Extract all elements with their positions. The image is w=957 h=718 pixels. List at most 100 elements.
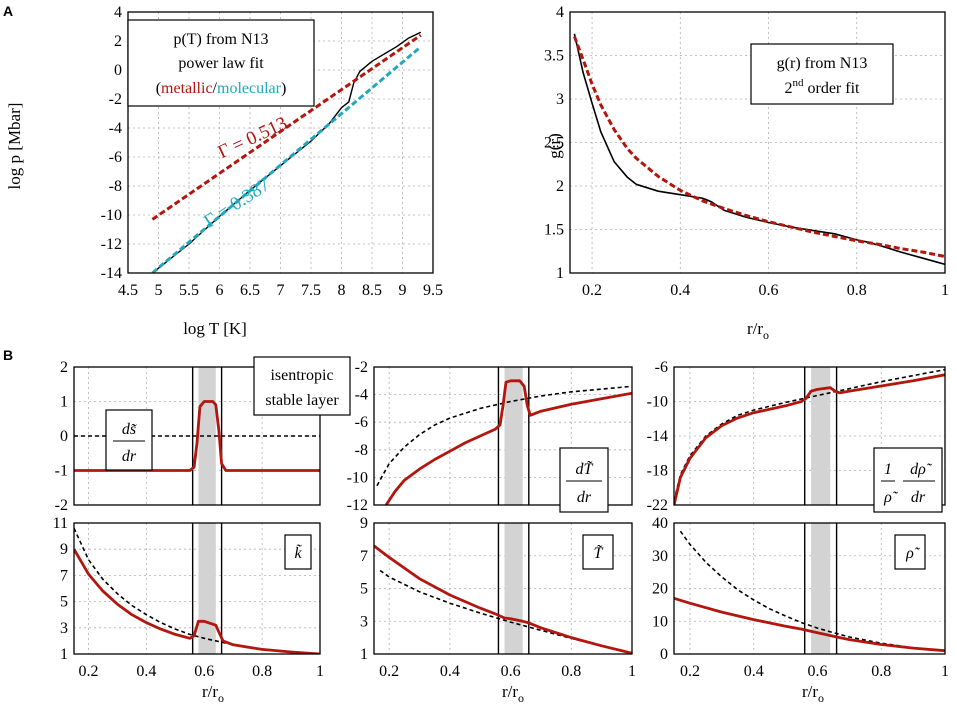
y-tick-label: -1 bbox=[55, 463, 68, 480]
y-tick-label: -10 bbox=[101, 207, 122, 224]
y-tick-label: -10 bbox=[647, 394, 668, 411]
series-p-t-from-n13 bbox=[151, 31, 422, 273]
x-tick-label: 0.6 bbox=[194, 663, 214, 680]
series-stable-layer bbox=[674, 596, 945, 653]
stable-layer-shading bbox=[504, 523, 523, 654]
y-tick-label: -6 bbox=[655, 359, 668, 376]
svg-text:dT̃: dT̃ bbox=[576, 460, 594, 478]
y-tick-label: 5 bbox=[360, 581, 368, 598]
y-tick-label: 1 bbox=[360, 646, 368, 663]
b6-quantity-label: ρ̃ bbox=[894, 534, 926, 570]
x-tick-label: 0.6 bbox=[759, 282, 779, 299]
y-tick-label: -2 bbox=[55, 497, 68, 514]
legend-molecular: molecular bbox=[217, 80, 282, 97]
x-tick-label: 0.8 bbox=[871, 663, 891, 680]
y-tick-label: 2 bbox=[556, 178, 564, 195]
stable-layer-shading bbox=[504, 367, 523, 505]
y-tick-label: -14 bbox=[101, 265, 122, 282]
y-tick-label: -6 bbox=[109, 149, 122, 166]
x-tick-label: 1 bbox=[941, 663, 949, 680]
x-tick-label: 0.8 bbox=[561, 663, 581, 680]
y-tick-label: 3.5 bbox=[544, 48, 564, 65]
x-tick-label: 0.2 bbox=[680, 663, 700, 680]
y-tick-label: 4 bbox=[114, 4, 122, 21]
x-tick-label: 0.4 bbox=[136, 663, 156, 680]
y-tick-label: -8 bbox=[109, 178, 122, 195]
b3-quantity-label: 1 ρ̃ dρ̃ dr bbox=[873, 447, 943, 513]
panel-label-b: B bbox=[3, 347, 13, 363]
a2-y-axis-title: g(r) bbox=[545, 133, 564, 158]
plot-frame bbox=[373, 366, 633, 506]
y-tick-label: 30 bbox=[652, 548, 668, 565]
svg-text:T̃: T̃ bbox=[594, 544, 604, 562]
y-tick-label: 2.5 bbox=[544, 135, 564, 152]
y-tick-label: 1 bbox=[60, 646, 68, 663]
b-legend-isentropic: isentropic bbox=[270, 367, 333, 384]
x-tick-label: 1 bbox=[316, 663, 324, 680]
y-tick-label: -8 bbox=[355, 442, 368, 459]
a1-legend-line2: power law fit bbox=[178, 55, 264, 72]
b6-x-axis-title: r/ro bbox=[802, 682, 824, 705]
plot-b4-conductivity: 1 3 5 7 9 11 0.2 0.4 0.6 0.8 1 bbox=[53, 515, 324, 680]
plot-area bbox=[74, 523, 320, 654]
y-tick-label: 3 bbox=[360, 613, 368, 630]
svg-text:ds̃: ds̃ bbox=[122, 421, 138, 438]
x-tick-label: 0.8 bbox=[252, 663, 272, 680]
y-tick-label: 1.5 bbox=[544, 222, 564, 239]
a1-y-axis-title: log p [Mbar] bbox=[5, 103, 24, 190]
a1-legend-line1: p(T) from N13 bbox=[173, 31, 268, 48]
series-stable-layer bbox=[74, 548, 320, 654]
x-tick-label: 0.6 bbox=[807, 663, 827, 680]
b4-x-axis-title: r/ro bbox=[202, 682, 224, 705]
y-tick-label: 20 bbox=[652, 581, 668, 598]
a2-x-axis-title: r/ro bbox=[747, 319, 769, 342]
x-tick-label: 8 bbox=[338, 282, 346, 299]
series-isentropic bbox=[376, 385, 632, 487]
series-isentropic bbox=[679, 530, 945, 652]
svg-text:k̃: k̃ bbox=[294, 544, 302, 562]
stable-layer-shading bbox=[811, 523, 831, 654]
y-tick-label: 4 bbox=[556, 4, 564, 21]
x-tick-label: 1 bbox=[941, 282, 949, 299]
plot-frame bbox=[73, 522, 321, 655]
b4-quantity-label: k̃ bbox=[284, 534, 312, 570]
y-tick-label: -2 bbox=[109, 91, 122, 108]
x-tick-label: 5 bbox=[155, 282, 163, 299]
y-tick-label: 2 bbox=[114, 33, 122, 50]
series-stable-layer bbox=[374, 544, 632, 654]
y-tick-label: 3 bbox=[556, 91, 564, 108]
b-legend-stable-layer: stable layer bbox=[265, 392, 339, 409]
b1-quantity-label: ds̃ dr bbox=[105, 409, 153, 471]
x-tick-label: 0.4 bbox=[440, 663, 460, 680]
y-tick-label: -4 bbox=[355, 387, 368, 404]
plot-frame bbox=[373, 522, 633, 655]
a1-legend: p(T) from N13 power law fit (metallic/mo… bbox=[127, 19, 315, 107]
y-tick-label: 9 bbox=[60, 541, 68, 558]
a2-legend-line1: g(r) from N13 bbox=[777, 55, 868, 72]
legend-metallic: metallic bbox=[161, 80, 213, 97]
plot-frame bbox=[673, 522, 946, 655]
y-tick-label: 3 bbox=[60, 620, 68, 637]
series-isentropic bbox=[674, 368, 945, 501]
y-tick-label: 0 bbox=[114, 62, 122, 79]
y-tick-label: 11 bbox=[53, 515, 68, 532]
y-tick-label: -22 bbox=[647, 497, 668, 514]
y-tick-label: 5 bbox=[60, 594, 68, 611]
plot-frame bbox=[569, 11, 946, 274]
x-tick-label: 1 bbox=[628, 663, 636, 680]
y-tick-label: -14 bbox=[647, 428, 668, 445]
svg-text:dr: dr bbox=[577, 489, 592, 506]
x-tick-label: 0.2 bbox=[78, 663, 98, 680]
x-tick-label: 0.2 bbox=[379, 663, 399, 680]
stable-layer-shading bbox=[811, 367, 831, 505]
x-tick-label: 0.2 bbox=[582, 282, 602, 299]
x-tick-label: 6.5 bbox=[240, 282, 260, 299]
plot-frame bbox=[673, 366, 946, 506]
y-tick-label: -18 bbox=[647, 463, 668, 480]
y-tick-label: -12 bbox=[101, 236, 122, 253]
plot-frame bbox=[127, 11, 434, 274]
y-tick-label: -2 bbox=[355, 359, 368, 376]
x-tick-label: 0.4 bbox=[670, 282, 690, 299]
svg-text:dr: dr bbox=[122, 448, 137, 465]
